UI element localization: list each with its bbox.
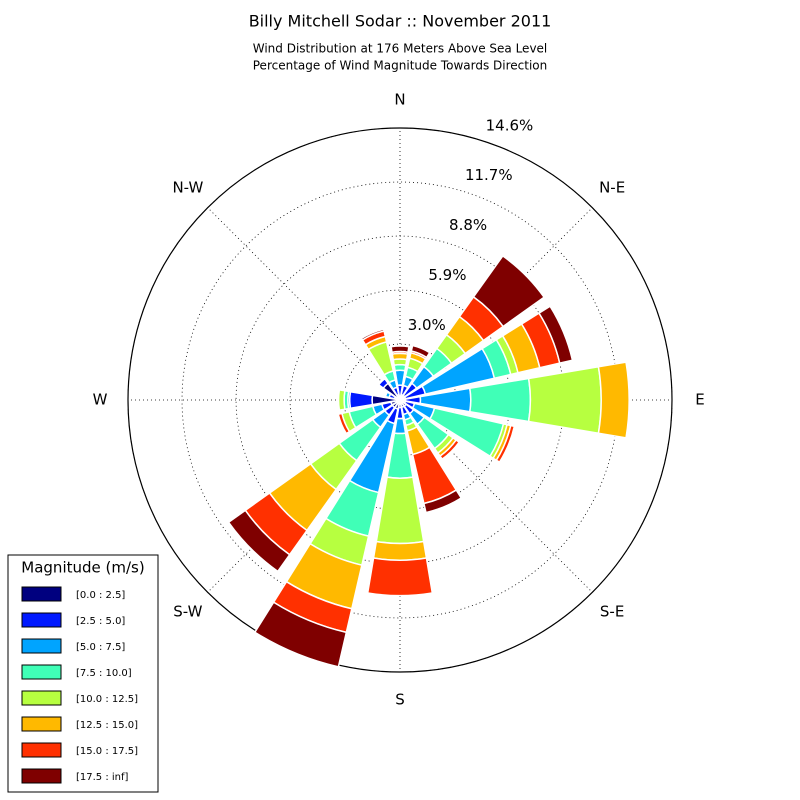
spoke — [399, 399, 593, 593]
wedge — [377, 377, 390, 390]
direction-label: N-W — [172, 178, 203, 196]
direction-label: N — [394, 91, 405, 109]
legend-label: [12.5 : 15.0] — [76, 720, 138, 731]
legend-swatch — [21, 768, 62, 784]
wedge — [366, 557, 434, 597]
direction-label: E — [695, 391, 704, 409]
legend: Magnitude (m/s) [0.0 : 2.5] [2.5 : 5.0] [5… — [7, 554, 159, 793]
wedge — [393, 417, 407, 435]
r-tick-label: 11.7% — [465, 166, 513, 184]
legend-label: [10.0 : 12.5] — [76, 694, 138, 705]
direction-label: W — [93, 391, 108, 409]
wedge — [253, 601, 348, 668]
wedge — [372, 540, 428, 561]
r-tick-label: 3.0% — [408, 316, 446, 334]
wedge — [227, 509, 291, 573]
legend-swatch — [21, 612, 62, 628]
legend-label: [0.0 : 2.5] — [76, 590, 125, 601]
legend-swatch — [21, 716, 62, 732]
legend-swatch — [21, 690, 62, 706]
wedge — [390, 345, 410, 354]
wedge — [472, 254, 546, 328]
wedge — [348, 390, 374, 410]
wedge — [537, 305, 574, 365]
wedge — [597, 361, 630, 439]
legend-label: [2.5 : 5.0] — [76, 616, 125, 627]
wedge — [527, 365, 602, 435]
wedge — [438, 438, 461, 461]
r-tick-label: 14.6% — [486, 116, 534, 134]
wedge — [422, 489, 463, 514]
wedge — [337, 388, 346, 412]
direction-label: S-W — [173, 603, 202, 621]
wedge — [360, 328, 385, 341]
legend-swatch — [21, 638, 62, 654]
wedge — [384, 391, 392, 399]
chart-subtitle: Wind Distribution at 176 Meters Above Se… — [253, 42, 548, 56]
r-tick-label: 5.9% — [428, 266, 466, 284]
wedge — [410, 344, 431, 359]
wedge — [337, 412, 351, 435]
direction-label: N-E — [599, 178, 625, 196]
wedge — [495, 424, 516, 464]
direction-label: S-E — [600, 603, 624, 621]
legend-swatch — [21, 742, 62, 758]
spoke — [207, 207, 401, 401]
direction-label: S — [395, 691, 405, 709]
r-tick-label: 8.8% — [449, 216, 487, 234]
frame — [127, 127, 673, 673]
wedge — [375, 476, 425, 545]
labels: N N-E E S-E S S-W W N-W 3.0% 5.9% 8.8% 11.7% 14.6% — [93, 91, 705, 709]
legend-label: [5.0 : 7.5] — [76, 642, 125, 653]
legend-swatch — [21, 586, 62, 602]
legend-swatch — [21, 664, 62, 680]
wedge — [468, 377, 532, 423]
chart-title: Billy Mitchell Sodar :: November 2011 — [249, 12, 552, 31]
legend-label: [17.5 : inf] — [76, 772, 129, 783]
bars — [227, 254, 630, 668]
legend-label: [7.5 : 10.0] — [76, 668, 132, 679]
chart-subtitle: Percentage of Wind Magnitude Towards Dir… — [253, 59, 547, 73]
legend-title: Magnitude (m/s) — [21, 559, 144, 577]
legend-label: [15.0 : 17.5] — [76, 746, 138, 757]
